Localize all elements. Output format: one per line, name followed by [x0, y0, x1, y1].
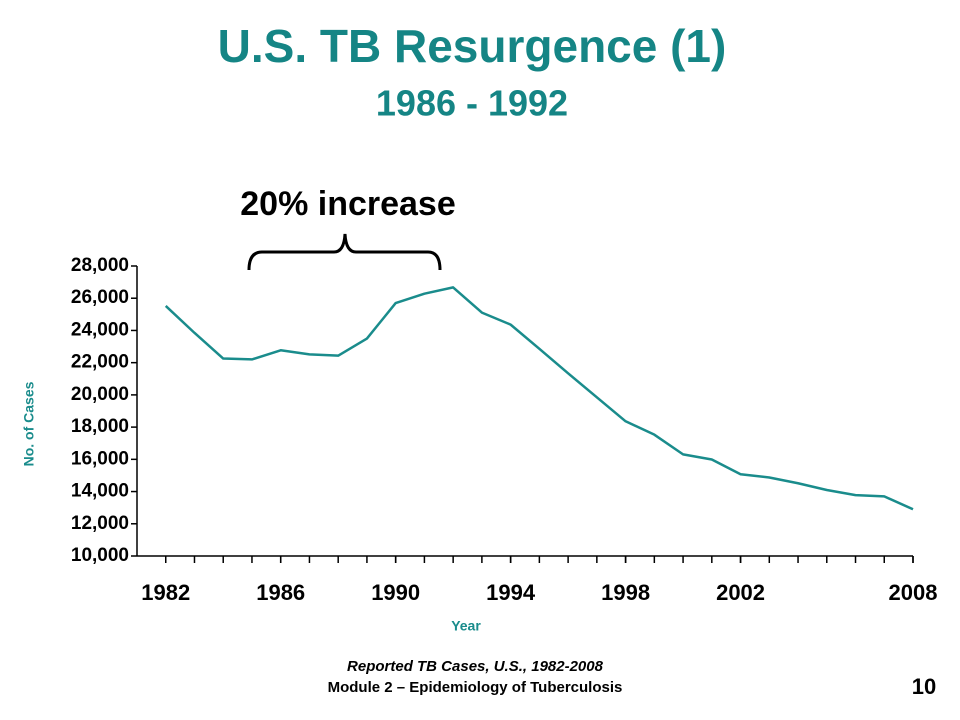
y-tick-label: 10,000	[71, 545, 129, 566]
slide-subtitle: 1986 - 1992	[376, 83, 568, 124]
y-tick-label: 22,000	[71, 352, 129, 373]
x-tick-label: 1990	[371, 580, 420, 605]
y-tick-label: 28,000	[71, 255, 129, 276]
y-tick-label: 18,000	[71, 416, 129, 437]
x-tick-label: 1986	[256, 580, 305, 605]
page-number: 10	[912, 674, 936, 699]
x-axis-label: Year	[451, 618, 481, 634]
y-tick-label: 26,000	[71, 287, 129, 308]
y-axis-label: No. of Cases	[21, 381, 37, 466]
annotation: 20% increase	[240, 185, 456, 223]
y-tick-label: 12,000	[71, 513, 129, 534]
x-tick-label: 2008	[889, 580, 938, 605]
footer-module: Module 2 – Epidemiology of Tuberculosis	[328, 679, 623, 696]
x-tick-label: 2002	[716, 580, 765, 605]
slide-title: U.S. TB Resurgence (1)	[218, 20, 727, 72]
y-tick-label: 16,000	[71, 448, 129, 469]
x-tick-label: 1994	[486, 580, 536, 605]
footer-caption: Reported TB Cases, U.S., 1982-2008	[347, 658, 604, 675]
x-tick-label: 1982	[141, 580, 190, 605]
data-line	[164, 286, 914, 511]
x-tick-label: 1998	[601, 580, 650, 605]
y-tick-label: 24,000	[71, 319, 129, 340]
brace	[247, 233, 442, 271]
y-tick-label: 20,000	[71, 384, 129, 405]
y-tick-label: 14,000	[71, 481, 129, 502]
